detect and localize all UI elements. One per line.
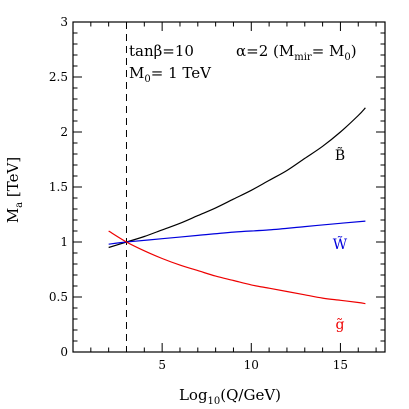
y-tick-label: 2	[60, 125, 68, 139]
y-tick-label: 0	[60, 345, 68, 359]
y-axis-label: Ma [TeV]	[4, 157, 25, 223]
tick-labels: 5 10 15 0 0.5 1 1.5 2 2.5 3	[49, 15, 348, 372]
x-tick-label: 10	[244, 358, 259, 372]
plot-frame	[72, 21, 386, 353]
y-tick-label: 2.5	[49, 70, 68, 84]
curve-label-gluino: g̃	[336, 317, 345, 333]
curve-bino	[108, 107, 366, 249]
annotation-alpha: α=2 (Mmir= M0)	[236, 42, 357, 63]
x-tick-label: 5	[158, 358, 166, 372]
plot-border	[72, 21, 386, 353]
curves	[108, 107, 366, 305]
curve-label-wino: W̃	[333, 235, 348, 253]
curve-gluino	[108, 230, 366, 305]
annotation-m0: M0= 1 TeV	[129, 64, 212, 85]
y-tick-label: 0.5	[49, 290, 68, 304]
curve-labels: B̃ W̃ g̃	[333, 146, 348, 333]
annotation-tanbeta: tanβ=10	[129, 42, 194, 60]
curve-wino	[108, 220, 366, 245]
y-tick-label: 1.5	[49, 180, 68, 194]
axis-ticks	[73, 21, 385, 353]
y-tick-label: 1	[60, 235, 68, 249]
x-axis-label: Log10(Q/GeV)	[179, 386, 281, 407]
x-tick-label: 15	[333, 358, 348, 372]
y-tick-label: 3	[60, 15, 68, 29]
curve-label-bino: B̃	[335, 146, 345, 164]
